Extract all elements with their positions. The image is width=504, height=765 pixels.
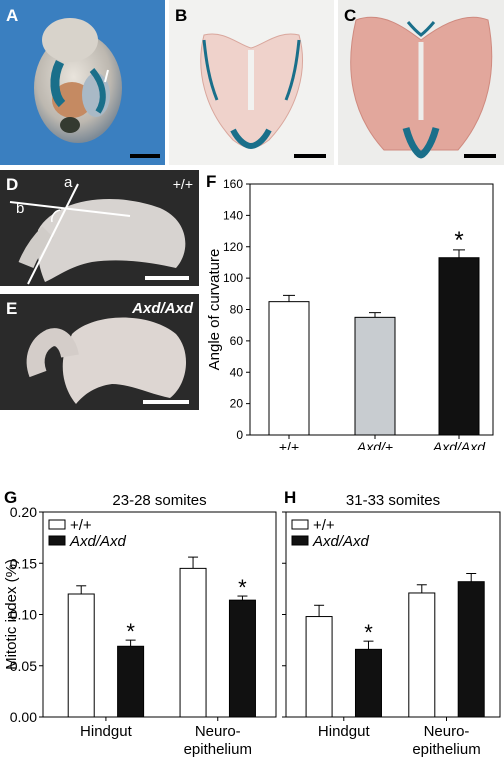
bar-1-0 bbox=[179, 567, 207, 718]
x-tick-label: epithelium bbox=[412, 741, 480, 758]
legend-swatch bbox=[291, 535, 309, 546]
x-tick-label: Hindgut bbox=[80, 723, 133, 740]
angle-line-b bbox=[9, 201, 131, 217]
panel-label-d: D bbox=[6, 175, 19, 194]
bar-1 bbox=[354, 316, 396, 436]
legend-swatch bbox=[48, 519, 66, 530]
legend-swatch bbox=[48, 535, 66, 546]
panel-label-a: A bbox=[6, 6, 19, 25]
significance-asterisk: * bbox=[126, 619, 135, 644]
significance-asterisk: * bbox=[364, 620, 373, 645]
x-tick-label: Neuro- bbox=[424, 723, 470, 740]
scale-bar-e bbox=[143, 400, 189, 404]
panel-label-c: C bbox=[344, 6, 357, 25]
y-tick-label: 140 bbox=[223, 208, 243, 222]
line-label-a: a bbox=[64, 174, 73, 191]
y-tick-label: 20 bbox=[230, 397, 244, 411]
y-tick-label: 80 bbox=[230, 303, 244, 317]
y-tick-label: 60 bbox=[230, 334, 244, 348]
legend-swatch bbox=[291, 519, 309, 530]
panel-label-h: H bbox=[284, 488, 297, 507]
y-tick-label: 0 bbox=[236, 428, 243, 442]
legend-label: Axd/Axd bbox=[312, 533, 370, 550]
y-tick-label: 40 bbox=[230, 365, 244, 379]
panel-c-section: C bbox=[338, 0, 504, 165]
bar-0-1 bbox=[117, 645, 145, 718]
chart-g-mitotic-index: 23-28 somites 0.00 0.05 0.10 0.15 0.20 Mitotic… bbox=[3, 492, 277, 758]
bar-0-0 bbox=[67, 593, 95, 718]
chart-h-mitotic-index: 31-33 somites * Hindgut Neuro-epithelium +/+… bbox=[282, 492, 501, 758]
x-tick-label: Axd/Axd bbox=[432, 439, 486, 450]
y-tick-label: 0.00 bbox=[10, 709, 37, 725]
chart-f-angle-of-curvature: 0 20 40 60 80 100 120 140 160 Angle of curvature +… bbox=[206, 177, 494, 450]
scale-bar-a bbox=[130, 154, 160, 158]
y-axis-label: Angle of curvature bbox=[206, 249, 223, 371]
significance-asterisk: * bbox=[238, 575, 247, 600]
y-axis-label: Mitotic index (%) bbox=[3, 559, 20, 670]
y-tick-label: 0.15 bbox=[10, 555, 37, 571]
panel-d-embryo-photo: D a b +/+ bbox=[0, 170, 199, 286]
genotype-label-d: +/+ bbox=[172, 176, 193, 192]
y-tick-label: 0.10 bbox=[10, 607, 37, 623]
x-tick-label: Hindgut bbox=[318, 723, 371, 740]
bar-0 bbox=[268, 301, 310, 436]
line-label-b: b bbox=[16, 200, 25, 217]
bar-0-1 bbox=[354, 648, 382, 718]
x-tick-label: +/+ bbox=[279, 439, 299, 450]
bar-1-0 bbox=[408, 592, 436, 718]
panel-a-embryo-photo: A bbox=[0, 0, 165, 165]
bar-0-0 bbox=[305, 616, 333, 718]
x-tick-label: Neuro- bbox=[195, 723, 241, 740]
panel-c-section-illustration bbox=[350, 16, 493, 159]
y-tick-label: 160 bbox=[223, 177, 243, 191]
y-tick-label: 120 bbox=[223, 240, 243, 254]
y-tick-label: 0.20 bbox=[10, 504, 37, 520]
panel-b-section: B bbox=[169, 0, 334, 165]
legend-label: +/+ bbox=[313, 517, 335, 534]
scale-bar-d bbox=[145, 276, 189, 280]
panel-a-embryo-illustration bbox=[34, 18, 122, 143]
chart-title: 23-28 somites bbox=[112, 492, 206, 509]
chart-title: 31-33 somites bbox=[346, 492, 440, 509]
x-tick-label: epithelium bbox=[184, 741, 252, 758]
panel-e-embryo-photo: E Axd/Axd bbox=[0, 294, 199, 410]
scale-bar-c bbox=[464, 154, 496, 158]
scale-bar-b bbox=[294, 154, 326, 158]
bar-1-1 bbox=[228, 599, 256, 718]
angle-line-a bbox=[27, 183, 79, 285]
significance-asterisk: * bbox=[454, 227, 463, 254]
panel-b-section-illustration bbox=[200, 33, 303, 149]
x-tick-label: Axd/+ bbox=[356, 439, 393, 450]
legend-label: +/+ bbox=[70, 517, 92, 534]
y-tick-label: 100 bbox=[223, 271, 243, 285]
panel-e-embryo-illustration bbox=[26, 317, 187, 404]
legend-label: Axd/Axd bbox=[69, 533, 127, 550]
panel-label-e: E bbox=[6, 299, 18, 318]
panel-label-f: F bbox=[206, 172, 217, 191]
y-tick-label: 0.05 bbox=[10, 658, 37, 674]
panel-label-b: B bbox=[175, 6, 188, 25]
genotype-label-e: Axd/Axd bbox=[132, 300, 193, 317]
bar-1-1 bbox=[457, 581, 485, 718]
bar-2 bbox=[438, 257, 480, 436]
panel-label-g: G bbox=[4, 488, 18, 507]
panel-d-embryo-illustration bbox=[9, 183, 186, 285]
